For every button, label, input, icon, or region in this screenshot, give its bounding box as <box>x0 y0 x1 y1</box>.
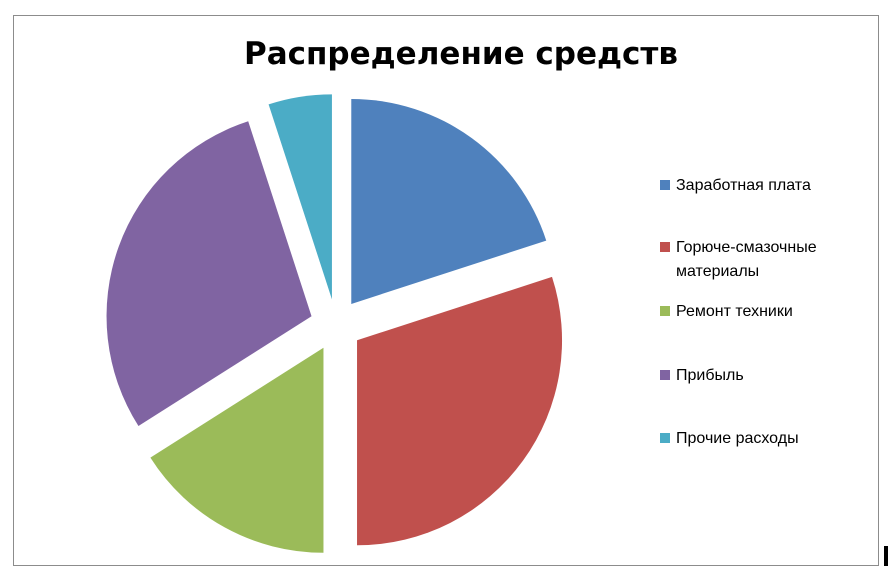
legend-swatch-salary <box>660 180 670 190</box>
slice-fuel <box>357 276 563 546</box>
legend-label-salary: Заработная плата <box>676 177 811 194</box>
slice-repair <box>150 347 324 553</box>
slice-other <box>268 94 332 300</box>
text-cursor <box>884 546 888 566</box>
slice-salary <box>351 98 547 304</box>
legend-label-fuel: Горюче-смазочные материалы <box>676 239 817 280</box>
legend-swatch-other <box>660 433 670 443</box>
legend-item-salary: Заработная плата <box>660 174 866 198</box>
chart-title: Распределение средств <box>244 36 678 72</box>
legend-swatch-fuel <box>660 242 670 252</box>
legend-item-fuel: Горюче-смазочные материалы <box>660 236 866 284</box>
slice-profit <box>106 121 312 427</box>
legend-item-other: Прочие расходы <box>660 427 866 451</box>
legend-label-repair: Ремонт техники <box>676 303 793 320</box>
legend-item-profit: Прибыль <box>660 364 866 388</box>
legend-label-other: Прочие расходы <box>676 430 799 447</box>
legend-item-repair: Ремонт техники <box>660 300 866 324</box>
legend-swatch-repair <box>660 306 670 316</box>
legend-swatch-profit <box>660 370 670 380</box>
legend-label-profit: Прибыль <box>676 367 744 384</box>
